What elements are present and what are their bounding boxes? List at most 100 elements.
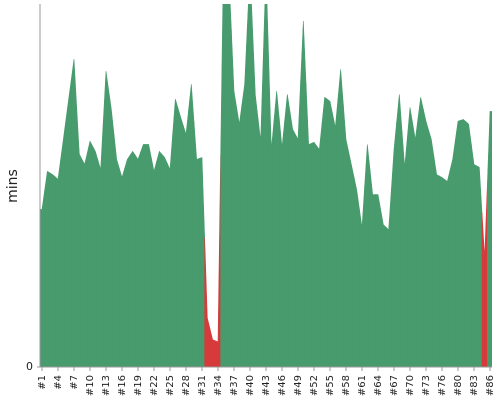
area-segment — [204, 237, 211, 367]
area-segment — [268, 58, 275, 367]
area-segment — [209, 328, 216, 367]
area-segment — [449, 140, 456, 367]
area-segment — [300, 21, 307, 367]
area-segment — [140, 144, 147, 367]
area-segment — [225, 4, 232, 367]
x-tick-label: #25 — [165, 375, 176, 396]
plot-area — [40, 4, 492, 367]
x-tick-label: #40 — [245, 375, 256, 396]
area-segment — [119, 168, 125, 367]
area-segment — [465, 121, 472, 367]
area-segment — [236, 104, 243, 367]
x-tick-label: #55 — [325, 375, 336, 396]
area-segment — [343, 104, 349, 367]
area-segment — [241, 25, 248, 367]
area-segment — [428, 130, 435, 367]
area-segment — [161, 153, 168, 367]
area-segment — [279, 119, 285, 367]
area-segment — [316, 123, 323, 367]
x-tick-label: #70 — [405, 375, 416, 396]
x-tick-label: #86 — [485, 375, 496, 396]
area-segment — [252, 31, 259, 367]
area-segment — [188, 84, 195, 367]
area-segment — [353, 176, 360, 367]
x-tick-label: #52 — [309, 375, 320, 396]
area-segment — [284, 94, 291, 367]
area-segment — [391, 121, 397, 367]
area-segment — [81, 152, 88, 367]
x-tick-label: #61 — [357, 375, 368, 396]
area-segment — [263, 4, 269, 367]
area-segment — [396, 94, 403, 367]
y-tick-label: 0 — [26, 360, 33, 373]
x-tick-label: #4 — [53, 375, 64, 390]
x-tick-label: #43 — [261, 375, 272, 396]
x-tick-label: #76 — [437, 375, 448, 396]
area-segment — [444, 170, 451, 367]
area-segment — [385, 189, 392, 367]
area-segment — [193, 121, 200, 367]
area-segment — [412, 118, 419, 367]
area-segment — [92, 146, 99, 367]
area-segment — [439, 175, 445, 367]
x-tick-label: #83 — [469, 375, 480, 396]
x-tick-label: #1 — [37, 375, 48, 390]
area-segment — [455, 119, 461, 367]
area-segment — [471, 144, 477, 367]
area-segment — [231, 29, 237, 367]
area-segment — [151, 157, 157, 367]
y-axis-label: mins — [5, 169, 21, 203]
area-segment — [423, 109, 429, 367]
area-segment — [348, 151, 355, 367]
area-segment — [220, 4, 227, 367]
area-segment — [129, 150, 136, 367]
area-segment — [481, 184, 488, 367]
area-segment — [332, 98, 339, 367]
area-segment — [417, 97, 424, 367]
area-segment — [76, 106, 83, 367]
area-segment — [103, 71, 109, 367]
area-segment — [55, 159, 61, 367]
area-segment — [167, 134, 173, 367]
x-tick-label: #7 — [69, 375, 80, 390]
x-tick-label: #22 — [149, 375, 160, 396]
x-tick-label: #67 — [389, 375, 400, 396]
area-segment — [124, 154, 131, 367]
area-segment — [375, 194, 381, 367]
area-segment — [156, 150, 163, 367]
area-segment — [215, 154, 221, 367]
x-tick-label: #58 — [341, 375, 352, 396]
area-segment — [337, 69, 344, 367]
area-segment — [311, 141, 317, 367]
x-tick-label: #31 — [197, 375, 208, 396]
area-segment — [87, 140, 93, 367]
area-segment — [65, 79, 72, 367]
area-segment — [295, 80, 301, 367]
area-segment — [487, 111, 492, 367]
area-segment — [172, 99, 179, 367]
area-segment — [113, 134, 120, 367]
x-tick-label: #28 — [181, 375, 192, 396]
area-segment — [135, 151, 141, 367]
area-segment — [460, 119, 467, 367]
area-segment — [433, 156, 440, 367]
x-tick-label: #73 — [421, 375, 432, 396]
x-tick-label: #64 — [373, 375, 384, 396]
area-segment — [369, 169, 376, 367]
area-segment — [40, 190, 45, 367]
area-segment — [289, 111, 296, 367]
area-segment — [71, 59, 77, 367]
x-tick-label: #37 — [229, 375, 240, 396]
area-segment — [97, 120, 104, 367]
x-tick-label: #13 — [101, 375, 112, 396]
area-segment — [108, 90, 115, 367]
area-segment — [257, 54, 264, 367]
area-segment — [401, 130, 408, 367]
area-segment — [145, 144, 152, 367]
x-tick-label: #49 — [293, 375, 304, 396]
x-tick-label: #34 — [213, 375, 224, 396]
x-tick-label: #80 — [453, 375, 464, 396]
x-tick-label: #10 — [85, 375, 96, 396]
area-segment — [60, 119, 67, 367]
